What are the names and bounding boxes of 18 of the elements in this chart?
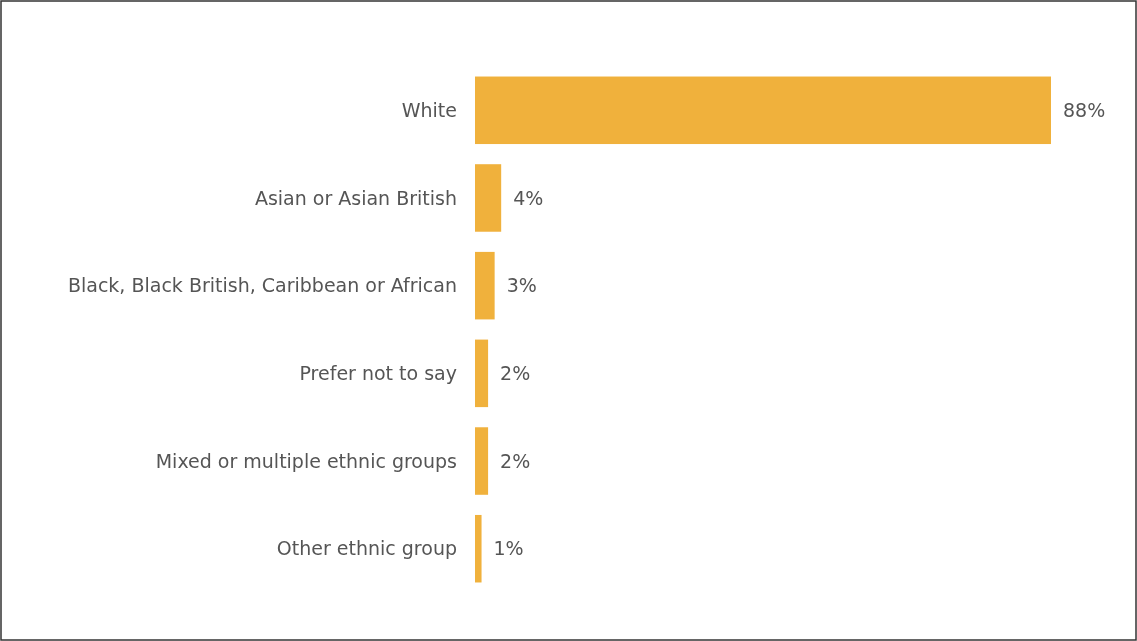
y-tick-label: Prefer not to say [299, 361, 457, 384]
data-label: 2% [500, 449, 531, 472]
y-tick-label: Other ethnic group [276, 537, 457, 560]
y-tick-label: Mixed or multiple ethnic groups [155, 449, 457, 472]
bar [475, 251, 495, 320]
data-label: 88% [1063, 98, 1106, 121]
y-tick-label: Asian or Asian British [254, 186, 457, 209]
y-tick-label: Black, Black British, Caribbean or African [67, 274, 457, 297]
data-label: 4% [513, 186, 544, 209]
bar [475, 339, 489, 408]
data-label: 1% [493, 537, 524, 560]
data-label: 3% [506, 274, 537, 297]
bar [475, 76, 1051, 145]
data-label: 2% [500, 361, 531, 384]
y-tick-label: White [401, 98, 457, 121]
bar [475, 427, 489, 495]
bar [475, 164, 502, 232]
bar [475, 514, 482, 583]
